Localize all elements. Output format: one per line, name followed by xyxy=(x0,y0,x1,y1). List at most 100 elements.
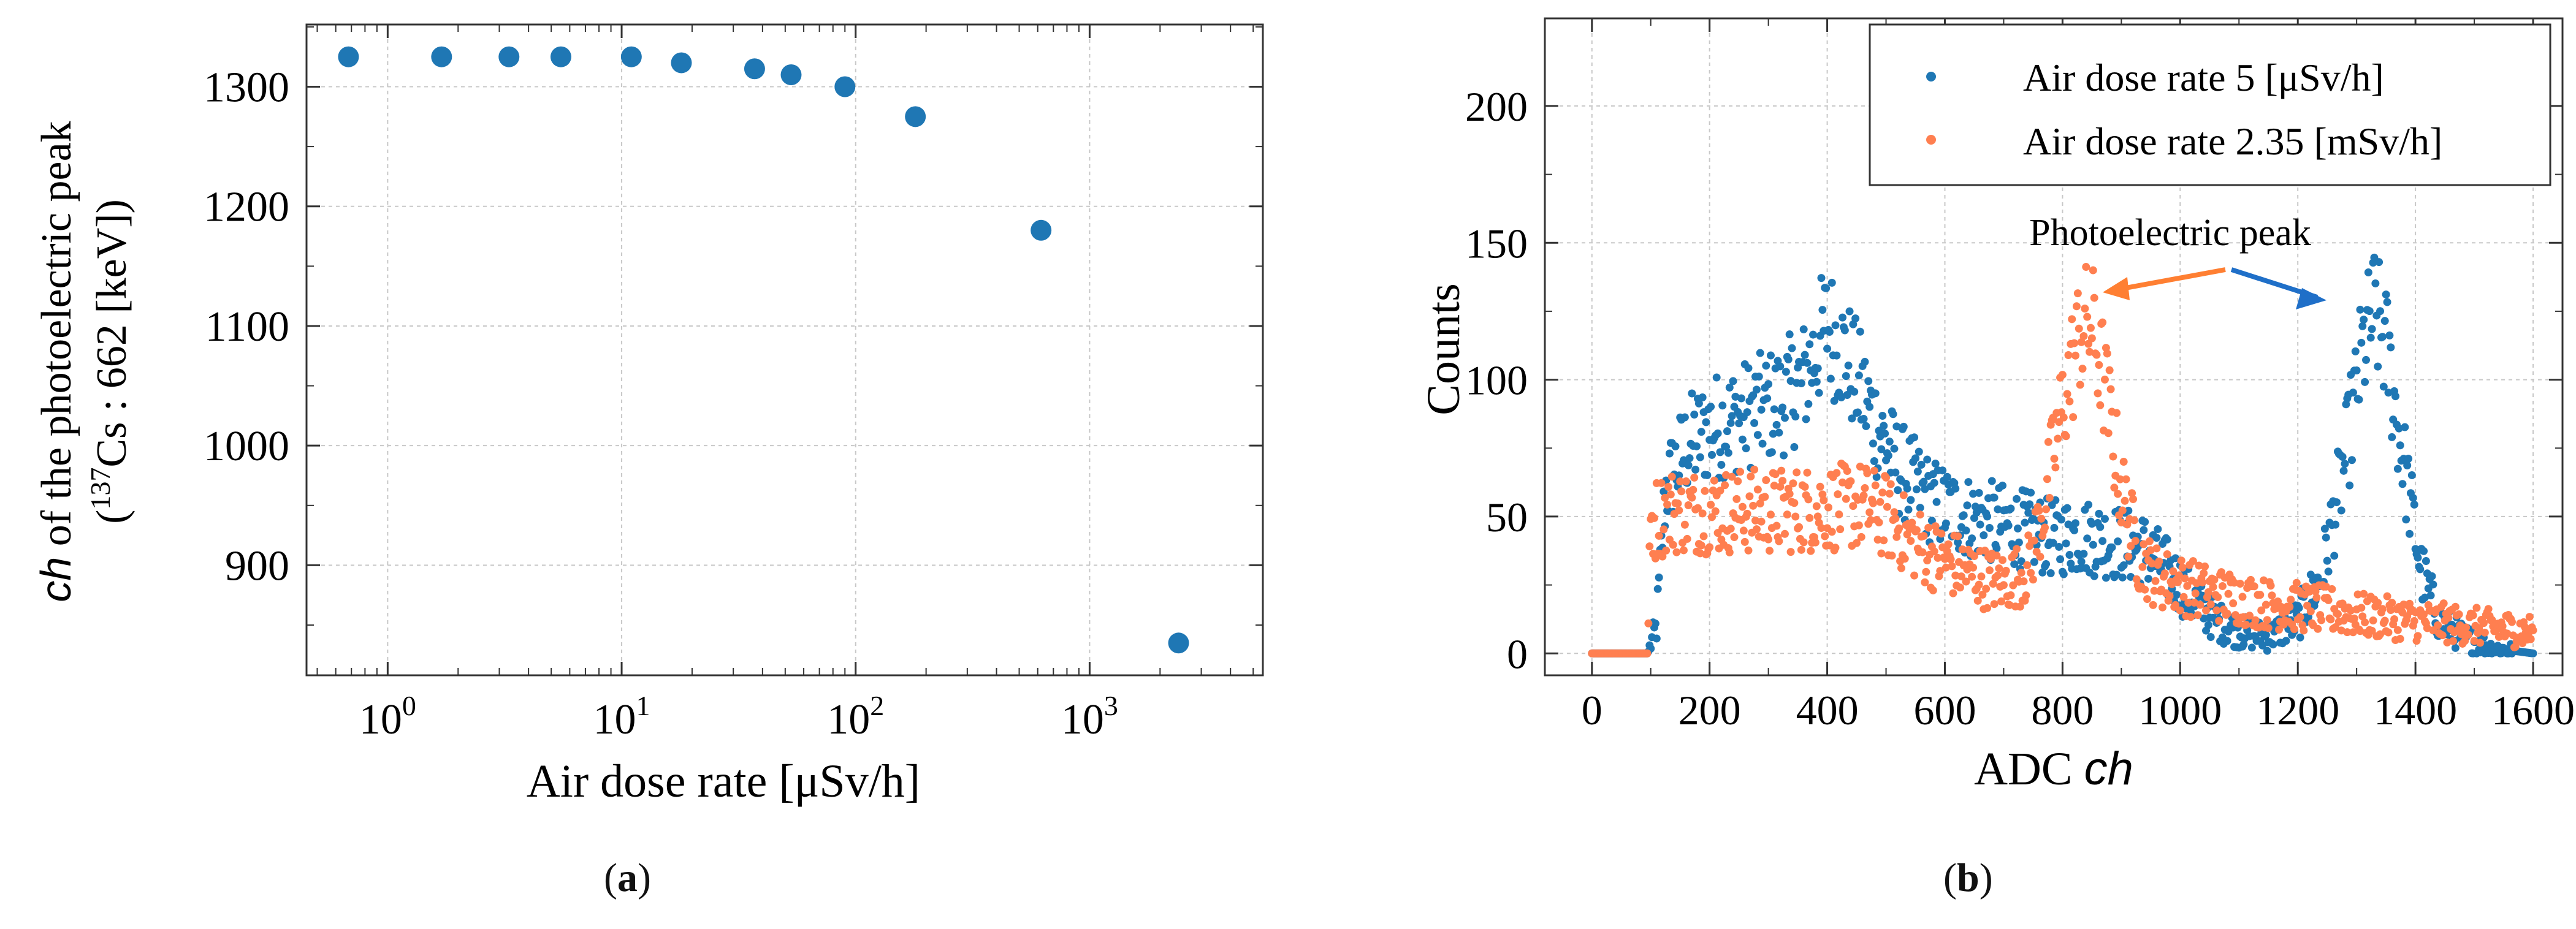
data-point-b xyxy=(2013,545,2021,553)
data-point-b xyxy=(2529,649,2537,658)
data-point-b xyxy=(2095,509,2103,518)
data-point-b xyxy=(2349,389,2357,397)
data-point-b xyxy=(1696,453,1704,461)
data-point-b xyxy=(1775,537,1783,545)
data-point-b xyxy=(2464,631,2472,639)
data-point-b xyxy=(1821,532,1829,540)
data-point-b xyxy=(2202,606,2211,615)
data-point-b xyxy=(2055,542,2063,551)
data-point-b xyxy=(1899,422,1908,431)
data-point-b xyxy=(2376,307,2385,316)
data-point-b xyxy=(2480,628,2489,637)
data-point-b xyxy=(2210,575,2219,584)
data-point-b xyxy=(1900,555,1909,563)
data-point-b xyxy=(2366,333,2375,342)
data-point-b xyxy=(1725,548,1734,556)
data-point-b xyxy=(1850,387,1859,396)
data-point-b xyxy=(2300,626,2308,635)
data-point-b xyxy=(2352,366,2361,375)
data-point-b xyxy=(2100,515,2109,523)
legend-marker-orange xyxy=(1926,135,1936,145)
data-point-b xyxy=(1690,410,1699,419)
data-point-b xyxy=(1644,619,1653,628)
data-point-b xyxy=(1916,510,1924,519)
data-point-b xyxy=(2030,536,2038,545)
data-point-b xyxy=(2113,409,2121,417)
data-point-b xyxy=(1918,548,1927,556)
data-point-b xyxy=(2263,647,2271,655)
data-point-b xyxy=(1877,549,1886,558)
data-point-b xyxy=(1990,493,1999,502)
legend-marker-blue xyxy=(1926,72,1936,82)
data-point-b xyxy=(2246,612,2254,620)
data-point-b xyxy=(1951,484,1960,493)
data-point-b xyxy=(2004,521,2013,530)
data-point-b xyxy=(1699,532,1708,540)
data-point-b xyxy=(1959,511,1968,520)
data-point-b xyxy=(2075,324,2083,333)
data-point-b xyxy=(2338,452,2347,461)
data-point-b xyxy=(2296,633,2304,642)
data-point-b xyxy=(1876,498,1884,506)
data-point-b xyxy=(2069,413,2078,422)
data-point-b xyxy=(1781,368,1790,376)
data-point-b xyxy=(1723,427,1731,436)
data-point-b xyxy=(1992,544,2001,553)
data-point-b xyxy=(1870,457,1878,465)
data-point-b xyxy=(1878,488,1887,497)
data-point-b xyxy=(1975,580,1983,589)
data-point-b xyxy=(2403,461,2412,470)
data-point-b xyxy=(1752,525,1761,534)
data-point-b xyxy=(2198,578,2207,586)
data-point-b xyxy=(1827,528,1836,536)
data-point-b xyxy=(1655,531,1663,540)
data-point-b xyxy=(1812,502,1821,510)
data-point-b xyxy=(2317,616,2326,624)
data-point-b xyxy=(1662,546,1671,555)
data-point-b xyxy=(2023,561,2032,569)
data-point-b xyxy=(1674,499,1682,508)
data-point-b xyxy=(1721,481,1729,490)
data-point-b xyxy=(2407,471,2416,479)
data-point-b xyxy=(2525,613,2534,621)
data-point-b xyxy=(2109,452,2117,461)
data-point-b xyxy=(2195,561,2203,570)
data-point-b xyxy=(1891,514,1900,523)
data-point-b xyxy=(1958,545,1967,554)
data-point-b xyxy=(1985,566,1994,575)
tick-label-x-b: 1200 xyxy=(2256,687,2339,734)
data-point-b xyxy=(1698,509,1707,518)
data-point-b xyxy=(1777,466,1786,475)
data-point-b xyxy=(2462,623,2471,632)
data-point-b xyxy=(1707,501,1715,509)
data-point-b xyxy=(2152,544,2161,553)
data-point-b xyxy=(1929,586,1937,594)
data-point-b xyxy=(1923,455,1932,464)
data-point-b xyxy=(2103,349,2111,358)
data-point-b xyxy=(1977,572,1986,581)
data-point-b xyxy=(1710,476,1718,485)
data-point-b xyxy=(1964,478,1973,487)
data-point-b xyxy=(2223,637,2231,645)
data-point-b xyxy=(1854,371,1863,380)
data-point-b xyxy=(1994,505,2002,514)
data-point-b xyxy=(1843,466,1851,475)
data-point-b xyxy=(1917,460,1926,469)
data-point-b xyxy=(2013,524,2022,533)
data-point-b xyxy=(1978,590,1987,599)
data-point-b xyxy=(2089,540,2097,549)
data-point-b xyxy=(2476,639,2485,647)
data-point-b xyxy=(1676,477,1685,486)
data-point-b xyxy=(2024,509,2033,517)
data-point-b xyxy=(1839,313,1847,322)
annotation-text: Photoelectric peak xyxy=(2029,212,2311,254)
data-point-b xyxy=(2360,316,2368,324)
data-point-b xyxy=(2360,590,2368,598)
data-point-b xyxy=(2387,605,2395,614)
data-point-b xyxy=(2215,616,2224,625)
legend-label-orange: Air dose rate 2.35 [mSv/h] xyxy=(2023,119,2442,163)
data-point-b xyxy=(1728,412,1736,420)
data-point-b xyxy=(2472,604,2481,612)
data-point-b xyxy=(2324,567,2333,576)
data-point-b xyxy=(1770,405,1778,414)
